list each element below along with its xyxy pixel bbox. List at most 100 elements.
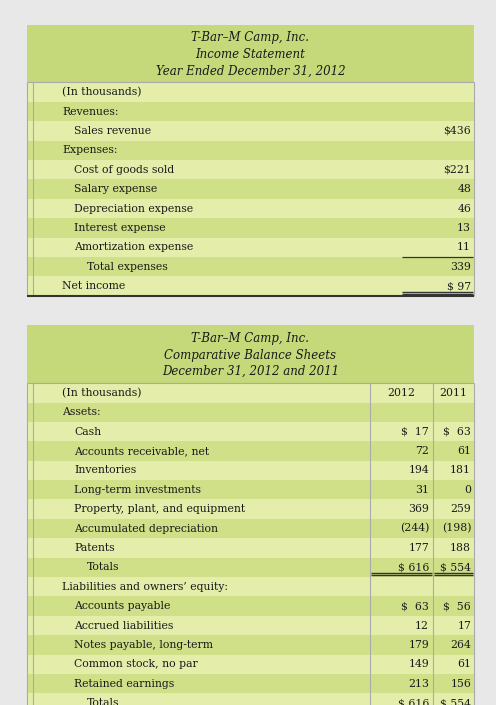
Text: Liabilities and owners’ equity:: Liabilities and owners’ equity: [62,582,228,591]
Text: Revenues:: Revenues: [62,106,119,116]
Text: 61: 61 [457,446,471,456]
Text: 0: 0 [464,485,471,495]
Text: 2012: 2012 [387,388,415,398]
Text: 179: 179 [408,640,429,650]
Bar [27,102,474,121]
Text: Cash: Cash [74,427,102,436]
Text: $ 616: $ 616 [398,563,429,572]
Text: Depreciation expense: Depreciation expense [74,204,193,214]
Bar [27,635,474,654]
Text: $ 554: $ 554 [440,563,471,572]
Text: 259: 259 [450,504,471,514]
Bar [27,82,474,102]
Text: (244): (244) [400,523,429,534]
Text: Expenses:: Expenses: [62,145,118,155]
Bar [27,25,474,82]
Text: 12: 12 [415,620,429,630]
Bar [27,121,474,141]
Text: 31: 31 [415,485,429,495]
Bar [27,616,474,635]
Text: Interest expense: Interest expense [74,223,166,233]
Text: $  63: $ 63 [401,601,429,611]
Text: $436: $436 [443,126,471,136]
Bar [27,141,474,160]
Bar [27,160,474,179]
Bar [27,238,474,257]
Text: Comparative Balance Sheets: Comparative Balance Sheets [165,349,336,362]
Text: $ 554: $ 554 [440,698,471,705]
Text: 264: 264 [450,640,471,650]
Bar [27,218,474,238]
Text: $  63: $ 63 [443,427,471,436]
Text: Sales revenue: Sales revenue [74,126,151,136]
Text: 369: 369 [408,504,429,514]
Text: T-Bar–M Camp, Inc.: T-Bar–M Camp, Inc. [191,31,310,44]
Text: Accrued liabilities: Accrued liabilities [74,620,174,630]
Bar [27,384,474,403]
Text: 213: 213 [408,679,429,689]
Text: Accumulated depreciation: Accumulated depreciation [74,524,218,534]
Text: 48: 48 [457,184,471,194]
Text: Common stock, no par: Common stock, no par [74,659,198,669]
Text: Notes payable, long-term: Notes payable, long-term [74,640,213,650]
Text: 46: 46 [457,204,471,214]
Bar [27,326,474,384]
Text: Assets:: Assets: [62,407,101,417]
Bar [27,694,474,705]
Text: Totals: Totals [87,563,120,572]
Text: 177: 177 [408,543,429,553]
Text: 194: 194 [408,465,429,475]
Text: Amortization expense: Amortization expense [74,243,193,252]
Text: Retained earnings: Retained earnings [74,679,175,689]
Text: $  17: $ 17 [401,427,429,436]
Text: (In thousands): (In thousands) [62,87,141,97]
Text: (198): (198) [442,523,471,534]
Text: Property, plant, and equipment: Property, plant, and equipment [74,504,246,514]
Text: Salary expense: Salary expense [74,184,158,194]
Text: December 31, 2012 and 2011: December 31, 2012 and 2011 [162,365,339,378]
Text: Long-term investments: Long-term investments [74,485,201,495]
Text: 181: 181 [450,465,471,475]
Bar [27,519,474,539]
Bar [27,499,474,519]
Text: Total expenses: Total expenses [87,262,168,271]
Text: 72: 72 [415,446,429,456]
Text: 17: 17 [457,620,471,630]
Text: 13: 13 [457,223,471,233]
Bar [27,403,474,422]
Bar [27,558,474,577]
Bar [27,257,474,276]
Text: T-Bar–M Camp, Inc.: T-Bar–M Camp, Inc. [191,331,310,345]
Text: 149: 149 [408,659,429,669]
Bar [27,199,474,218]
Text: 2011: 2011 [439,388,467,398]
Bar [27,441,474,461]
Text: 188: 188 [450,543,471,553]
Text: 339: 339 [450,262,471,271]
Text: Cost of goods sold: Cost of goods sold [74,165,175,175]
Bar [27,422,474,441]
Text: 11: 11 [457,243,471,252]
Bar [27,654,474,674]
Bar [27,276,474,296]
Text: 61: 61 [457,659,471,669]
Text: Patents: Patents [74,543,115,553]
Text: $ 97: $ 97 [447,281,471,291]
Text: Income Statement: Income Statement [195,48,306,61]
Bar [27,179,474,199]
Text: 156: 156 [450,679,471,689]
Bar [27,480,474,500]
Text: Net income: Net income [62,281,125,291]
Bar [27,539,474,558]
Text: $ 616: $ 616 [398,698,429,705]
Text: $221: $221 [443,165,471,175]
Text: $  56: $ 56 [443,601,471,611]
Text: Totals: Totals [87,698,120,705]
Bar [27,596,474,616]
Text: Accounts payable: Accounts payable [74,601,171,611]
Text: Inventories: Inventories [74,465,137,475]
Text: (In thousands): (In thousands) [62,388,141,398]
Bar [27,461,474,480]
Text: Year Ended December 31, 2012: Year Ended December 31, 2012 [156,64,345,78]
Bar [27,674,474,694]
